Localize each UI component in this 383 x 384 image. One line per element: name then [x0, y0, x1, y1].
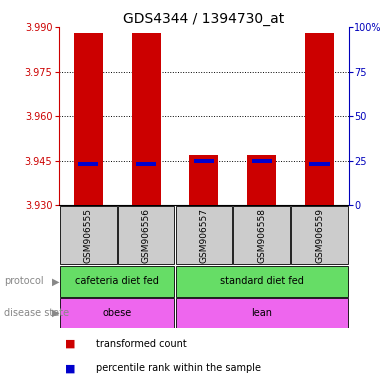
Text: GSM906555: GSM906555	[84, 208, 93, 263]
Text: GSM906557: GSM906557	[200, 208, 208, 263]
Bar	[176, 298, 348, 328]
Bar	[136, 162, 156, 166]
Text: protocol: protocol	[4, 276, 43, 286]
Bar	[132, 33, 160, 205]
Text: lean: lean	[251, 308, 272, 318]
Bar	[60, 206, 116, 264]
Text: disease state: disease state	[4, 308, 69, 318]
Text: cafeteria diet fed: cafeteria diet fed	[75, 276, 159, 286]
Bar	[118, 206, 174, 264]
Bar	[78, 162, 98, 166]
Bar	[309, 162, 330, 166]
Bar	[252, 159, 272, 163]
Bar	[291, 206, 348, 264]
Text: GSM906556: GSM906556	[142, 208, 151, 263]
Text: ▶: ▶	[52, 276, 59, 286]
Title: GDS4344 / 1394730_at: GDS4344 / 1394730_at	[123, 12, 285, 26]
Text: standard diet fed: standard diet fed	[220, 276, 304, 286]
Bar	[60, 298, 174, 328]
Text: ■: ■	[65, 339, 75, 349]
Text: ■: ■	[65, 363, 75, 373]
Bar	[305, 33, 334, 205]
Text: ▶: ▶	[52, 308, 59, 318]
Text: GSM906559: GSM906559	[315, 208, 324, 263]
Text: percentile rank within the sample: percentile rank within the sample	[96, 363, 261, 373]
Bar	[234, 206, 290, 264]
Bar	[190, 155, 218, 205]
Text: GSM906558: GSM906558	[257, 208, 266, 263]
Text: transformed count: transformed count	[96, 339, 187, 349]
Bar	[74, 33, 103, 205]
Bar	[176, 206, 232, 264]
Bar	[247, 155, 276, 205]
Bar	[194, 159, 214, 163]
Bar	[60, 266, 174, 297]
Bar	[176, 266, 348, 297]
Text: obese: obese	[103, 308, 132, 318]
